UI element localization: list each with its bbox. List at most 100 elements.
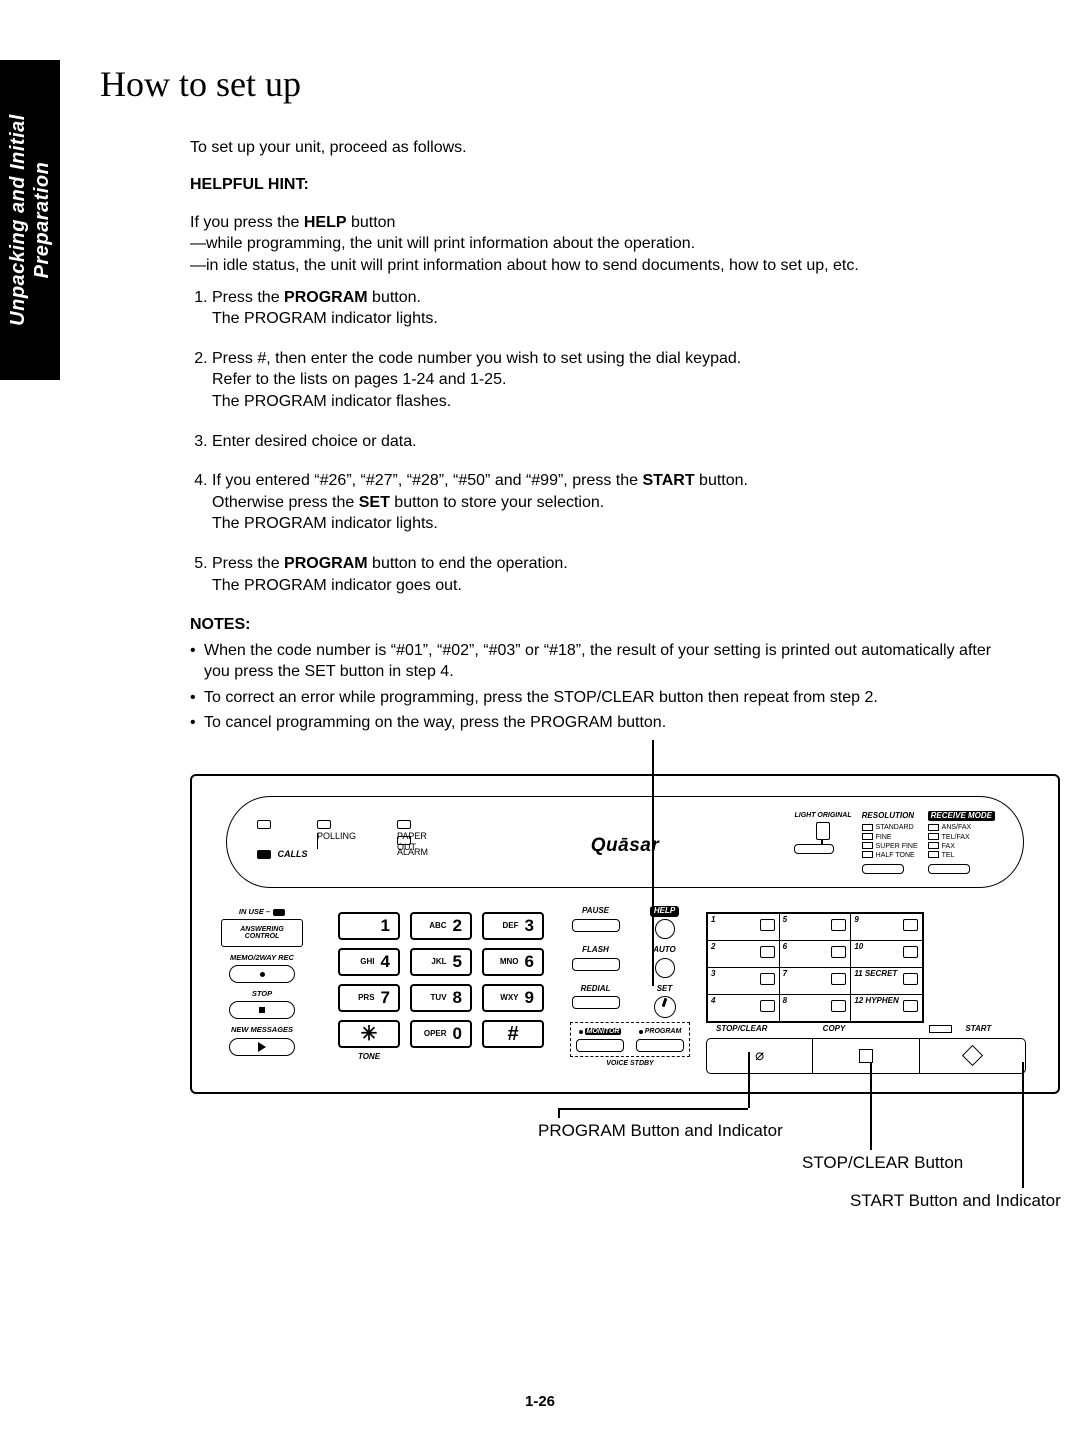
hint-label: HELPFUL HINT: [190, 174, 1010, 196]
step-item: Press the PROGRAM button.The PROGRAM ind… [212, 287, 1010, 330]
monitor-button [576, 1039, 624, 1052]
quickdial-cell: 8 [779, 995, 851, 1022]
auto-label: AUTO [639, 945, 690, 956]
pause-label: PAUSE [570, 906, 621, 917]
memo-label: MEMO/2WAY REC [214, 953, 310, 963]
display-panel: POLLING PAPER OUT ALARM CALLS Quāsar LI… [226, 796, 1024, 888]
res-item: SUPER FINE [862, 842, 918, 851]
stopclear-label: STOP/CLEAR [706, 1024, 813, 1035]
quickdial-cell: 1 [708, 914, 780, 941]
hint-lines: If you press the HELP button—while progr… [190, 212, 1010, 277]
leader-program [748, 1052, 750, 1108]
keypad-key-7: PRS7 [338, 984, 400, 1012]
page-number: 1-26 [0, 1392, 1080, 1412]
center-controls: PAUSE HELP FLASH AUTO REDIAL SET [570, 906, 690, 1068]
alarm-label: ALARM [397, 847, 428, 857]
callout-stopclear: STOP/CLEAR Button [802, 1152, 963, 1175]
light-original-icon [816, 822, 830, 840]
note-item: When the code number is “#01”, “#02”, “#… [190, 640, 1010, 683]
auto-button [655, 958, 675, 978]
display-right-indicators: LIGHT ORIGINAL RESOLUTION STANDARDFINESU… [794, 811, 995, 874]
under-callouts: PROGRAM Button and Indicator STOP/CLEAR … [190, 1098, 1010, 1228]
keypad-key-2: ABC2 [410, 912, 472, 940]
quickdial-cell: 5 [779, 914, 851, 941]
dial-keypad: 1ABC2DEF3GHI4JKL5MNO6PRS7TUV8WXY9✳OPER0#… [338, 912, 558, 1063]
resolution-button [862, 864, 904, 874]
voice-stdby-label: VOICE STDBY [570, 1059, 690, 1068]
redial-label: REDIAL [570, 984, 621, 995]
steps-list: Press the PROGRAM button.The PROGRAM ind… [190, 287, 1010, 597]
intro-text: To set up your unit, proceed as follows. [190, 137, 1010, 159]
keypad-key-✳: ✳ [338, 1020, 400, 1048]
step-item: Press #, then enter the code number you … [212, 348, 1010, 413]
stop-label: STOP [214, 989, 310, 999]
keypad-key-1: 1 [338, 912, 400, 940]
keypad-key-#: # [482, 1020, 544, 1048]
note-item: To cancel programming on the way, press … [190, 712, 1010, 734]
memo-rec-button [229, 965, 295, 983]
left-controls: IN USE – ANSWERINGCONTROL MEMO/2WAY REC … [214, 906, 310, 1062]
mode-item: TEL/FAX [928, 833, 995, 842]
body-text: To set up your unit, proceed as follows.… [190, 137, 1010, 1228]
program-button [636, 1039, 684, 1052]
pause-button [572, 919, 620, 932]
light-original-label: LIGHT ORIGINAL [794, 811, 851, 820]
quickdial-cell: 12 HYPHEN [851, 995, 923, 1022]
manual-page: Unpacking and InitialPreparation How to … [0, 0, 1080, 1448]
quickdial-cell: 4 [708, 995, 780, 1022]
light-original-button [794, 844, 834, 854]
quickdial-cell: 7 [779, 968, 851, 995]
keypad-key-4: GHI4 [338, 948, 400, 976]
help-label: HELP [650, 906, 679, 917]
control-area: IN USE – ANSWERINGCONTROL MEMO/2WAY REC … [208, 906, 1042, 1078]
step-item: If you entered “#26”, “#27”, “#28”, “#50… [212, 470, 1010, 535]
start-label: START [955, 1024, 991, 1033]
leader-stopclear [870, 1062, 872, 1150]
leader-start [1022, 1062, 1024, 1188]
notes-label: NOTES: [190, 614, 1010, 636]
device-outline: POLLING PAPER OUT ALARM CALLS Quāsar LI… [190, 774, 1060, 1094]
leader-program-v2 [558, 1108, 560, 1118]
mode-list: ANS/FAXTEL/FAXFAXTEL [928, 823, 995, 859]
program-label: PROGRAM [645, 1028, 682, 1035]
section-tab-label: Unpacking and InitialPreparation [6, 114, 54, 326]
keypad-key-9: WXY9 [482, 984, 544, 1012]
quickdial-cell: 11 SECRET [851, 968, 923, 995]
leader-program-h [558, 1108, 748, 1110]
resolution-label: RESOLUTION [862, 811, 914, 821]
monitor-label: MONITOR [585, 1028, 622, 1035]
play-button [229, 1038, 295, 1056]
help-button [655, 919, 675, 939]
mode-item: TEL [928, 851, 995, 860]
tone-label: TONE [338, 1052, 400, 1063]
device-diagram: SET Button POLLING PAPER OUT ALARM CALLS… [190, 774, 1010, 1228]
quick-dial-grid: 15926103711 SECRET4812 HYPHEN [706, 912, 924, 1023]
quickdial-cell: 2 [708, 941, 780, 968]
quickdial-cell: 9 [851, 914, 923, 941]
keypad-key-8: TUV8 [410, 984, 472, 1012]
brand-logo: Quāsar [591, 833, 659, 859]
quickdial-cell: 10 [851, 941, 923, 968]
res-item: FINE [862, 833, 918, 842]
note-item: To correct an error while programming, p… [190, 687, 1010, 709]
keypad-key-3: DEF3 [482, 912, 544, 940]
callout-start: START Button and Indicator [850, 1190, 1061, 1213]
res-item: HALF TONE [862, 851, 918, 860]
polling-label: POLLING [317, 831, 356, 841]
action-buttons: STOP/CLEAR COPY START ⌀ [706, 1024, 1026, 1074]
newmsg-label: NEW MESSAGES [214, 1025, 310, 1035]
receive-mode-button [928, 864, 970, 874]
answering-control-button: ANSWERINGCONTROL [221, 919, 303, 947]
flash-label: FLASH [570, 945, 621, 956]
mode-item: FAX [928, 842, 995, 851]
quickdial-cell: 3 [708, 968, 780, 995]
start-button [920, 1039, 1025, 1073]
stopclear-button: ⌀ [707, 1039, 813, 1073]
callout-program: PROGRAM Button and Indicator [538, 1120, 783, 1143]
stop-button [229, 1001, 295, 1019]
section-tab: Unpacking and InitialPreparation [0, 60, 60, 380]
program-group: MONITOR PROGRAM [570, 1022, 690, 1056]
calls-label: CALLS [278, 849, 308, 859]
keypad-key-5: JKL5 [410, 948, 472, 976]
copy-label: COPY [813, 1024, 920, 1035]
